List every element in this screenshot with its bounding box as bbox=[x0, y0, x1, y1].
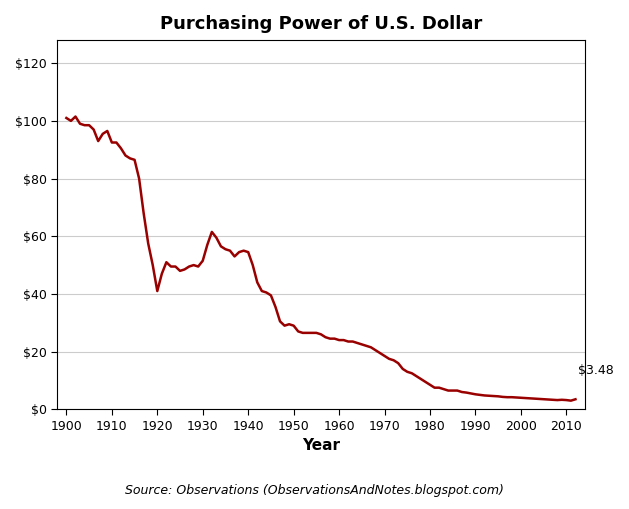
X-axis label: Year: Year bbox=[302, 438, 340, 454]
Text: Source: Observations (ObservationsAndNotes.blogspot.com): Source: Observations (ObservationsAndNot… bbox=[125, 484, 504, 497]
Text: $3.48: $3.48 bbox=[577, 364, 613, 377]
Title: Purchasing Power of U.S. Dollar: Purchasing Power of U.S. Dollar bbox=[160, 15, 482, 33]
